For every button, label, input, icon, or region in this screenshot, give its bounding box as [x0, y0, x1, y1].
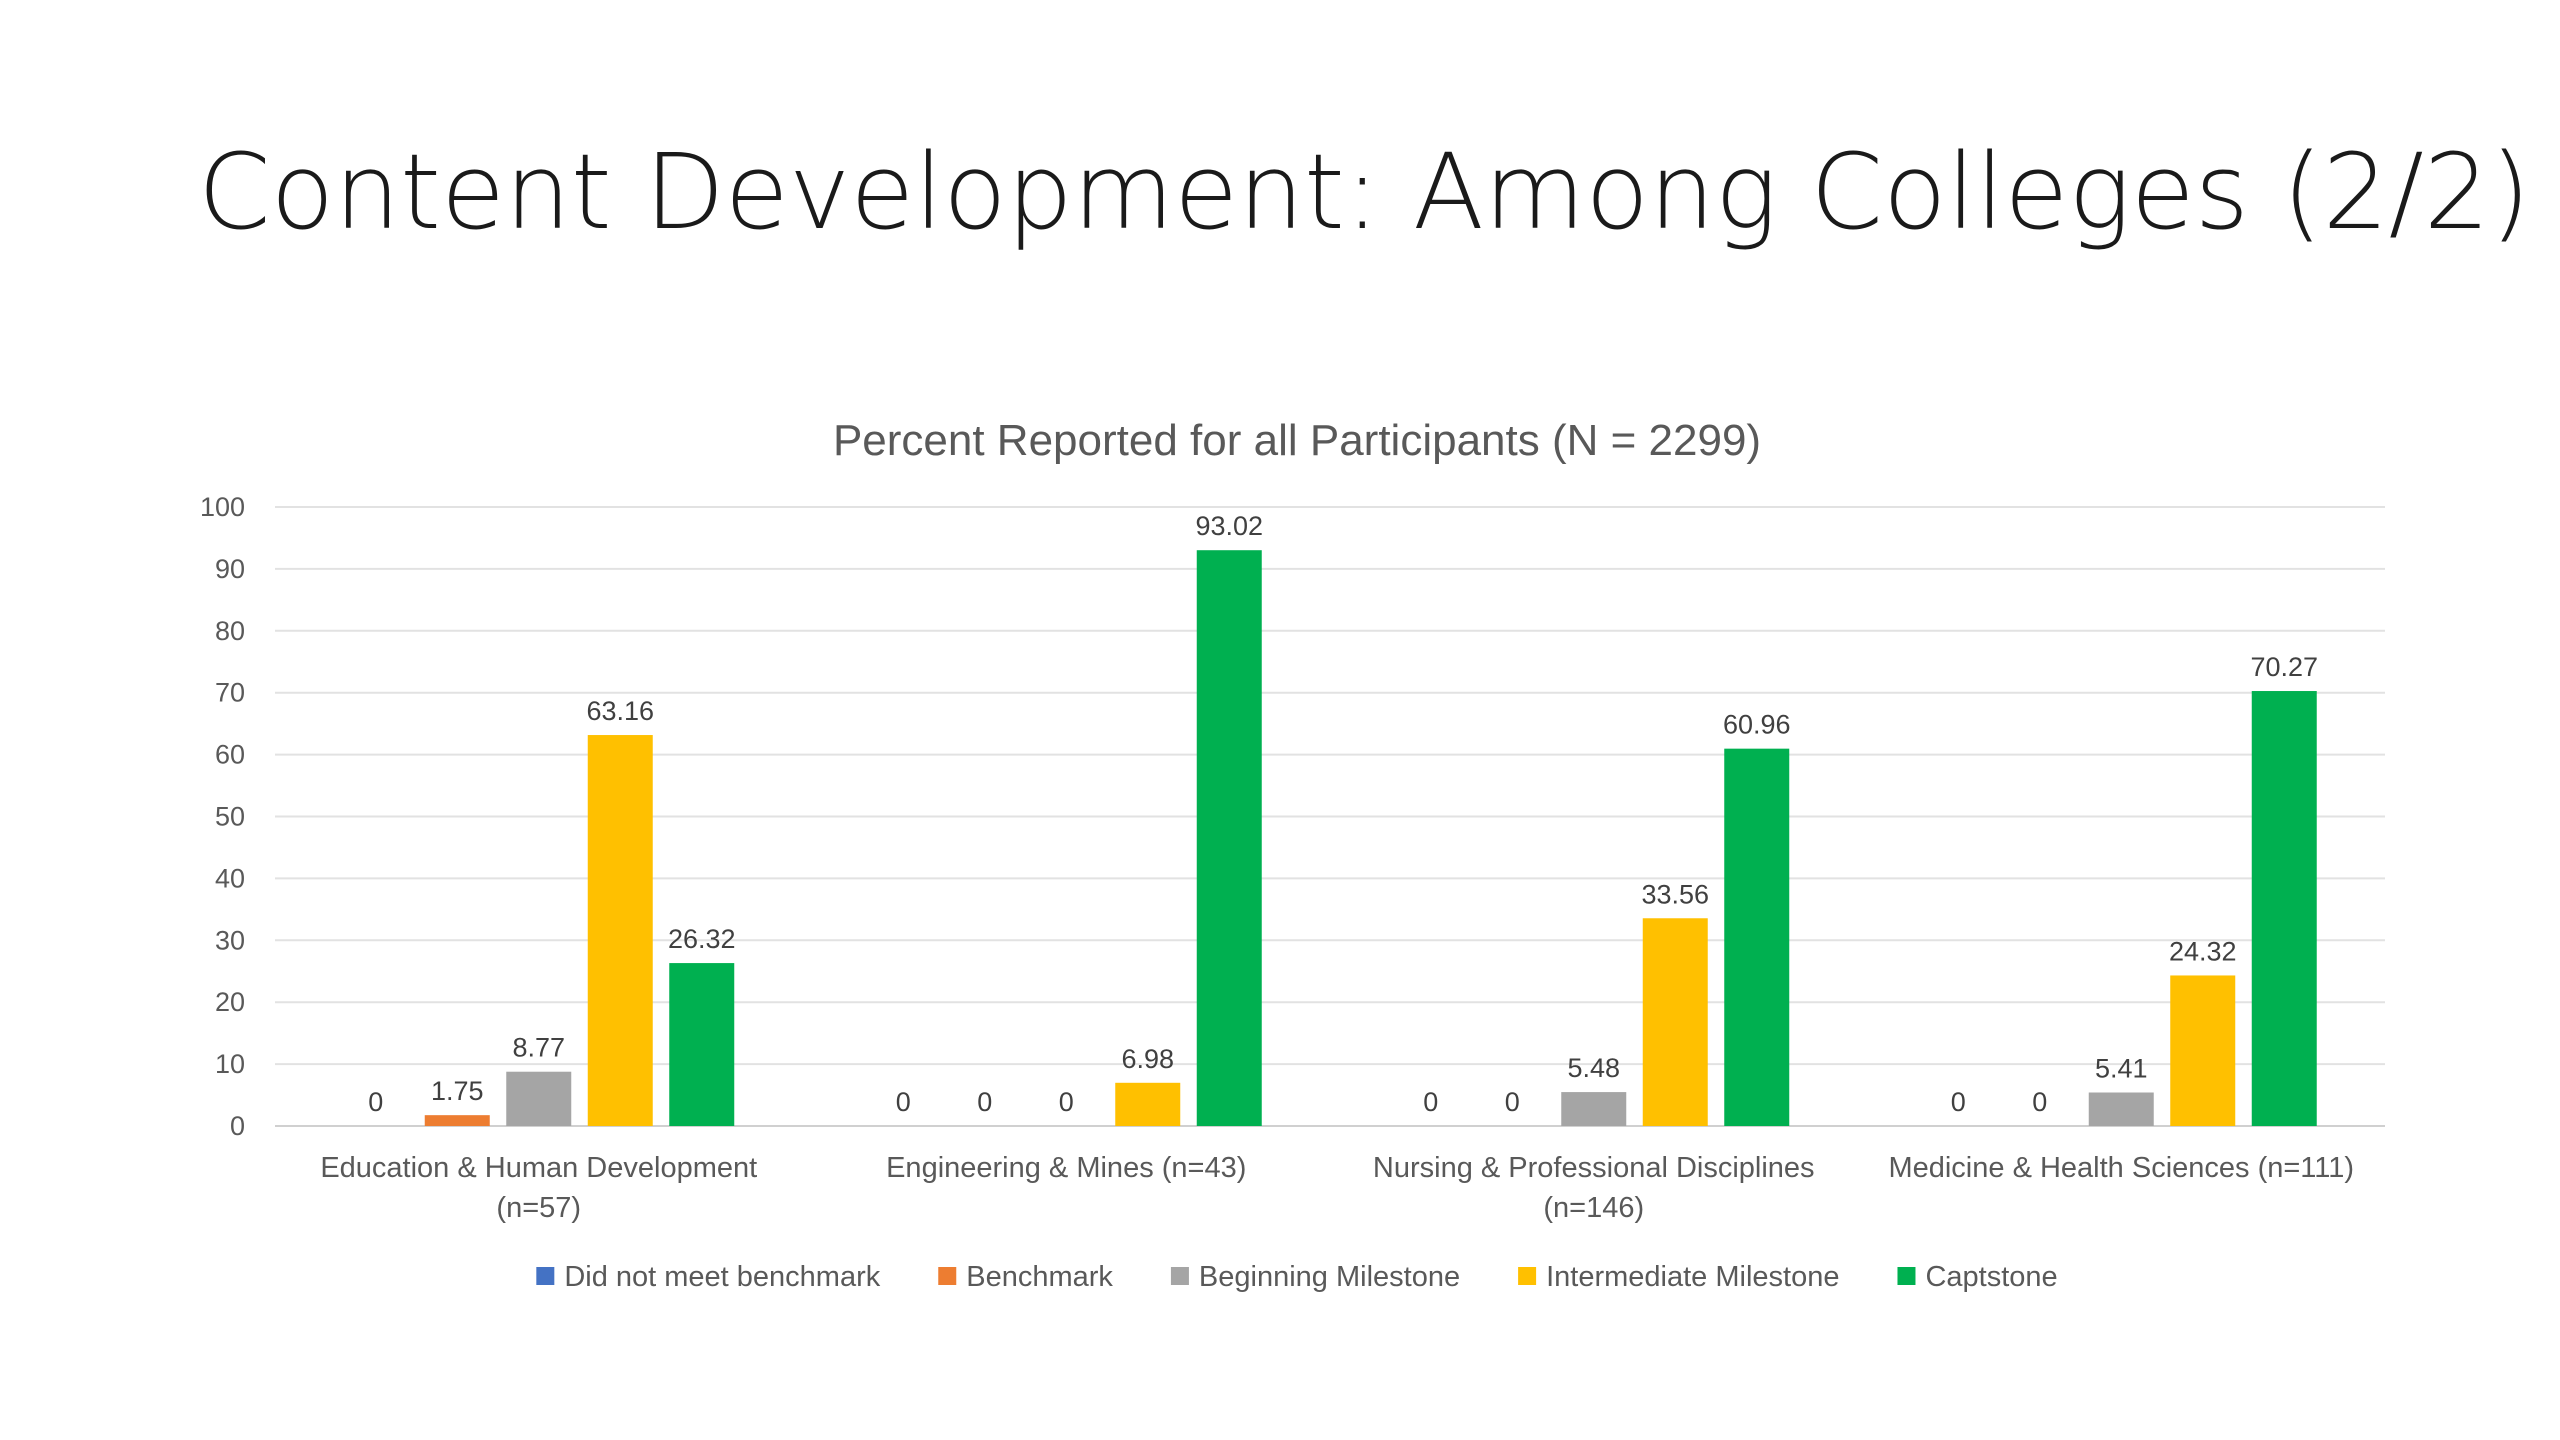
legend: Did not meet benchmark Benchmark Beginning…	[536, 1261, 2058, 1293]
y-tick-label: 40	[215, 863, 245, 893]
chart-title: Percent Reported for all Participants (N…	[833, 416, 1761, 465]
data-label: 0	[2032, 1087, 2047, 1117]
legend-swatch	[1518, 1267, 1537, 1285]
data-label: 0	[1423, 1087, 1438, 1117]
y-tick-label: 60	[215, 740, 245, 770]
data-label: 0	[1505, 1087, 1520, 1117]
bar	[1115, 1082, 1181, 1126]
bar	[2170, 975, 2236, 1126]
bar	[1196, 550, 1262, 1126]
bar	[1561, 1092, 1627, 1126]
slide-title: Content Development: Among Colleges (2/2…	[198, 131, 2531, 253]
legend-label: Benchmark	[966, 1261, 1113, 1293]
legend-swatch	[536, 1267, 555, 1285]
bar	[587, 735, 653, 1126]
bar	[669, 963, 735, 1126]
legend-label: Intermediate Milestone	[1546, 1261, 1839, 1293]
y-tick-label: 10	[215, 1049, 245, 1079]
data-label: 1.75	[431, 1076, 484, 1106]
bar	[1642, 918, 1708, 1126]
category-label: Education & Human Development	[320, 1152, 757, 1184]
category-label: (n=57)	[496, 1192, 581, 1224]
y-tick-label: 90	[215, 554, 245, 584]
bar	[1724, 748, 1790, 1126]
data-label: 93.02	[1195, 511, 1263, 541]
data-label: 60.96	[1723, 710, 1791, 740]
legend-item: Beginning Milestone	[1170, 1261, 1460, 1293]
legend-item: Benchmark	[938, 1261, 1113, 1293]
bars	[424, 550, 2317, 1126]
legend-label: Beginning Milestone	[1199, 1261, 1460, 1293]
data-label: 5.41	[2095, 1054, 2148, 1084]
y-tick-label: 70	[215, 678, 245, 708]
data-label: 0	[896, 1087, 911, 1117]
data-labels: 0 1.75 8.77 63.16 26.32 0 0 0 6.98 93.02 0 0 5.48 33.…	[368, 511, 2318, 1117]
data-label: 0	[1059, 1087, 1074, 1117]
bar	[424, 1115, 490, 1126]
category-label: Engineering & Mines (n=43)	[886, 1152, 1246, 1184]
y-tick-label: 0	[230, 1111, 245, 1141]
legend-item: Captstone	[1897, 1261, 2058, 1293]
y-tick-label: 30	[215, 925, 245, 955]
data-label: 5.48	[1567, 1053, 1620, 1083]
legend-label: Did not meet benchmark	[564, 1261, 880, 1293]
data-label: 0	[1951, 1087, 1966, 1117]
bar	[2088, 1092, 2154, 1126]
legend-swatch	[938, 1267, 957, 1285]
data-label: 6.98	[1121, 1044, 1174, 1074]
y-tick-label: 80	[215, 616, 245, 646]
category-label: Nursing & Professional Disciplines	[1373, 1152, 1815, 1184]
category-label: Medicine & Health Sciences (n=111)	[1888, 1152, 2354, 1184]
data-label: 33.56	[1641, 879, 1709, 909]
y-tick-label: 20	[215, 987, 245, 1017]
bar	[506, 1071, 572, 1126]
data-label: 0	[368, 1087, 383, 1117]
data-label: 24.32	[2169, 936, 2237, 966]
legend-item: Did not meet benchmark	[536, 1261, 881, 1293]
data-label: 63.16	[586, 696, 654, 726]
data-label: 70.27	[2250, 652, 2318, 682]
legend-label: Captstone	[1925, 1261, 2057, 1293]
y-tick-label: 50	[215, 802, 245, 832]
y-tick-label: 100	[200, 492, 245, 522]
data-label: 26.32	[668, 924, 736, 954]
category-labels: Education & Human Development (n=57) Engin…	[320, 1152, 2354, 1224]
data-label: 8.77	[512, 1033, 565, 1063]
y-axis-ticks: 0 10 20 30 40 50 60 70 80 90 100	[200, 492, 245, 1141]
data-label: 0	[977, 1087, 992, 1117]
legend-swatch	[1170, 1267, 1189, 1285]
category-label: (n=146)	[1543, 1192, 1644, 1224]
bar	[2251, 691, 2317, 1126]
legend-item: Intermediate Milestone	[1518, 1261, 1839, 1293]
legend-swatch	[1897, 1267, 1916, 1285]
